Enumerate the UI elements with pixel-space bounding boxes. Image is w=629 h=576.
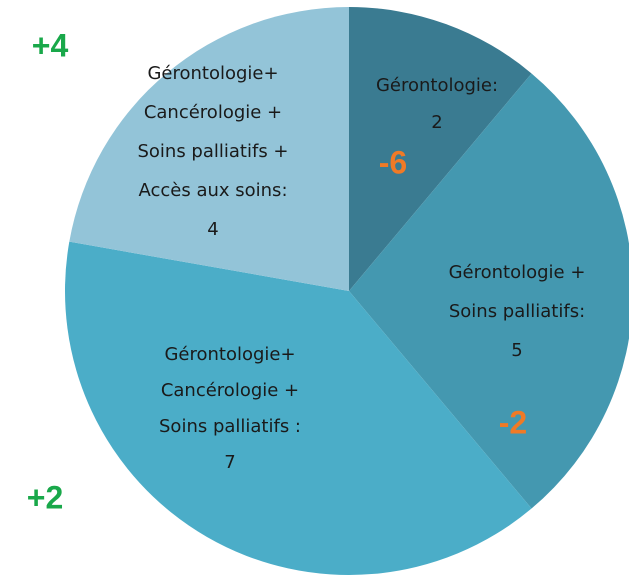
slice-label: Soins palliatifs: [449,301,585,322]
slice-label: Accès aux soins: [138,180,287,201]
slice-label: Gérontologie: [376,75,498,96]
pie-slice [349,73,629,509]
slice-value: 4 [207,219,218,240]
annotation: -2 [499,404,527,440]
slice-label: Gérontologie+ [147,63,278,84]
slice-label: Gérontologie + [449,262,586,283]
slice-label: Soins palliatifs : [159,416,301,437]
slice-value: 2 [431,112,442,133]
slice-label: Cancérologie + [144,102,282,123]
annotation: -6 [379,144,407,180]
slice-value: 7 [224,452,235,473]
annotation: +4 [32,27,69,63]
pie-slice [349,7,532,291]
slice-label: Soins palliatifs + [137,141,288,162]
slice-label: Cancérologie + [161,380,299,401]
pie-slice [69,7,349,291]
slice-value: 5 [511,340,522,361]
pie-slice [65,241,532,575]
annotation: +2 [27,479,63,515]
slice-label: Gérontologie+ [164,344,295,365]
